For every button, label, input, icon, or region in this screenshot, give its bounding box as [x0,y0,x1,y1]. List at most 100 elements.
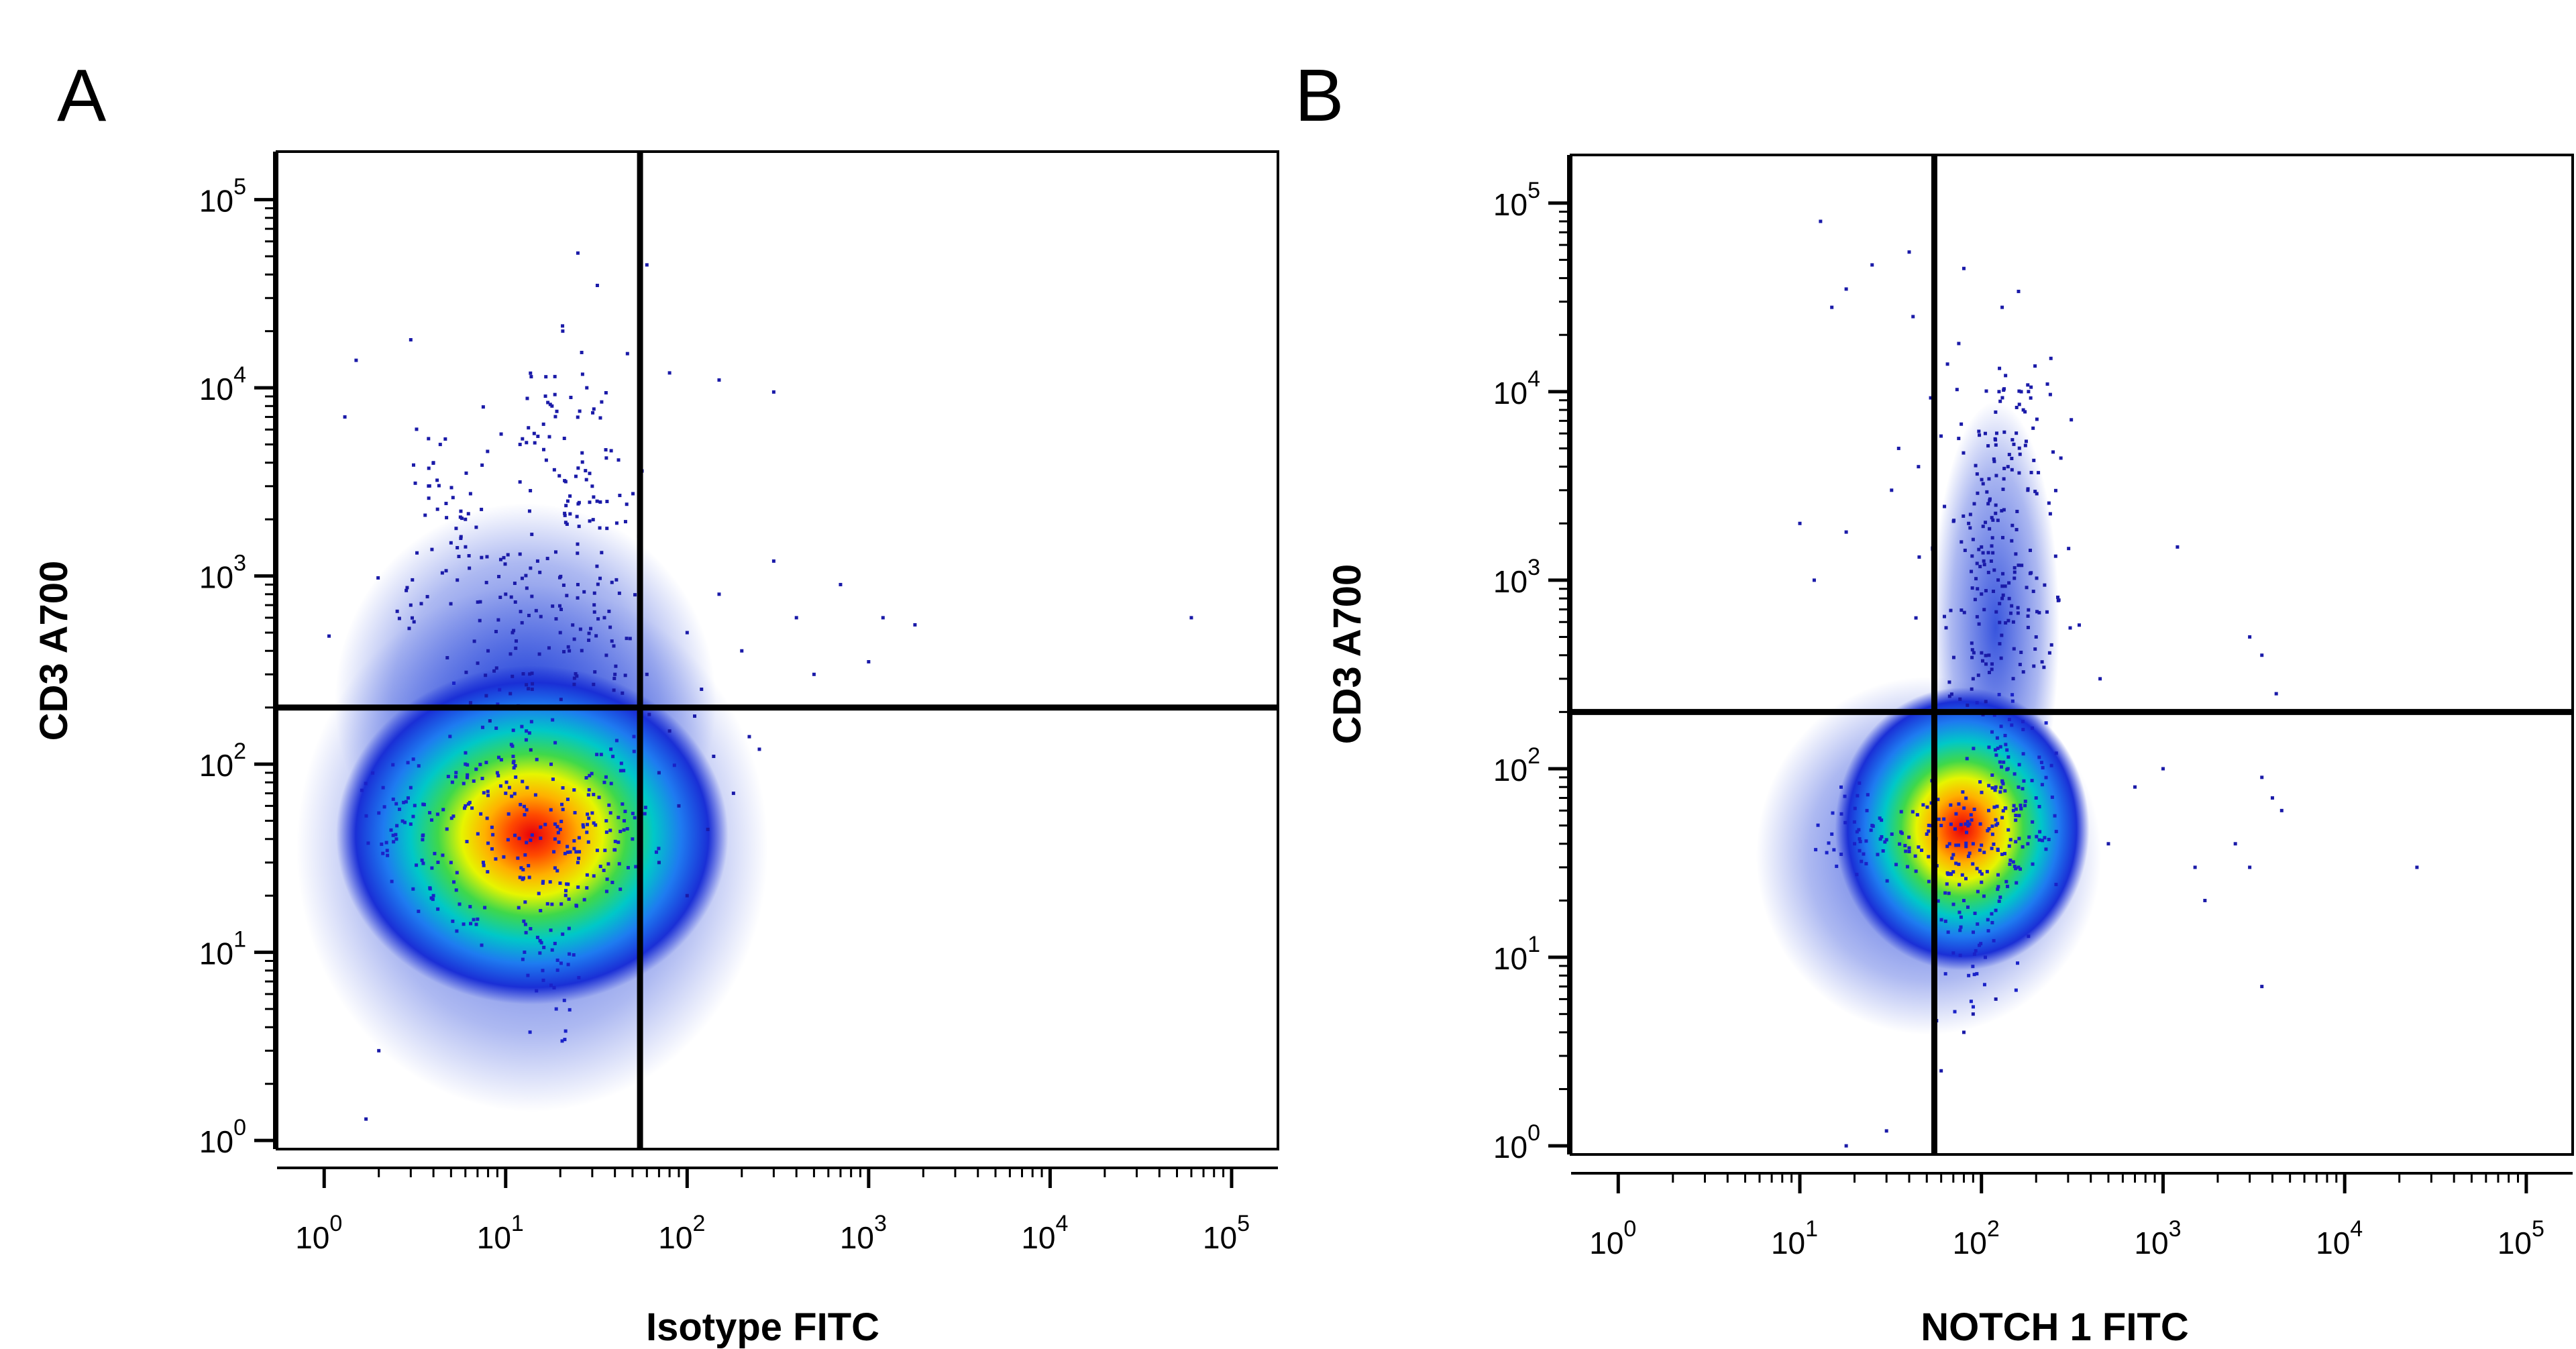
scatter-point [2027,835,2031,839]
scatter-point [429,818,433,822]
scatter-point [527,614,531,618]
scatter-point [1943,891,1947,895]
scatter-point [622,769,626,773]
scatter-point [1907,846,1911,850]
scatter-point [584,478,588,482]
scatter-point [1957,437,1961,441]
scatter-point [2012,804,2016,808]
scatter-point [1971,537,1975,541]
scatter-point [700,688,704,692]
scatter-point [539,825,543,829]
scatter-point [608,811,612,815]
scatter-point [468,800,472,804]
y-tick-label: 101 [1493,932,1540,976]
scatter-point [549,928,553,932]
scatter-point [1927,879,1931,883]
scatter-point [436,907,440,911]
scatter-point [577,500,581,504]
scatter-point [1903,844,1907,848]
scatter-point [2054,751,2058,755]
scatter-point [568,952,572,956]
scatter-point [389,828,393,832]
scatter-point [2029,385,2033,389]
scatter-point [1998,760,2002,764]
scatter-point [553,941,557,945]
scatter-point [585,886,589,890]
scatter-point [486,841,490,845]
scatter-point [2035,834,2039,839]
scatter-point [527,875,531,879]
scatter-point [2017,837,2021,841]
scatter-point [1971,1012,1975,1016]
scatter-point [588,500,592,504]
scatter-point [546,400,550,404]
scatter-point [2010,693,2015,697]
scatter-point [1996,885,2000,889]
scatter-point [1978,433,1982,437]
scatter-point [619,769,623,773]
scatter-point [527,731,531,735]
scatter-point [410,616,414,620]
scatter-point [1977,547,1981,551]
scatter-point [1904,849,1908,853]
scatter-point [625,502,629,506]
scatter-point [2000,765,2004,769]
scatter-point [366,841,370,845]
scatter-point [497,575,501,579]
scatter-point [1959,822,1963,826]
scatter-point [2106,842,2110,846]
scatter-point [2000,596,2004,600]
scatter-point [580,350,584,354]
scatter-point [1839,852,1843,856]
scatter-point [1962,898,1966,902]
scatter-point [2000,535,2004,539]
scatter-point [1869,828,1873,832]
scatter-point [1966,905,1970,909]
scatter-point [598,500,602,504]
scatter-point [521,867,525,871]
scatter-point [563,851,567,855]
scatter-point [580,372,584,376]
scatter-point [1955,388,1959,392]
x-tick-label: 103 [2134,1216,2181,1260]
scatter-point [1819,219,1823,223]
scatter-point [466,773,470,777]
scatter-point [1987,745,1991,749]
scatter-point [604,456,608,460]
scatter-point [2047,651,2051,655]
scatter-point [1995,804,1999,808]
scatter-point [1855,830,1859,834]
scatter-point [467,553,471,557]
scatter-point [1914,869,1918,873]
scatter-point [1990,847,1994,851]
scatter-point [1980,651,1984,655]
scatter-point [587,788,591,792]
scatter-point [1990,662,1994,666]
scatter-point [464,471,468,475]
scatter-point [2016,606,2020,610]
scatter-point [2000,396,2004,400]
scatter-point [577,975,581,979]
scatter-point [578,850,582,854]
scatter-point [553,837,557,841]
scatter-point [631,492,635,496]
scatter-point [576,466,580,470]
scatter-point [533,793,537,797]
y-tick-label: 105 [1493,178,1540,222]
scatter-point [506,812,511,816]
scatter-point [2014,807,2018,811]
scatter-point [1812,578,1816,582]
scatter-point [2044,847,2048,851]
scatter-point [2053,488,2057,492]
scatter-point [1960,422,1964,426]
scatter-point [2023,443,2027,447]
scatter-point [2030,779,2034,783]
scatter-point [585,822,589,826]
scatter-point [573,811,577,815]
scatter-point [530,688,534,692]
scatter-point [582,590,586,594]
scatter-point [2031,590,2035,594]
scatter-point [455,578,460,582]
scatter-point [1984,662,1988,666]
scatter-point [506,553,510,557]
